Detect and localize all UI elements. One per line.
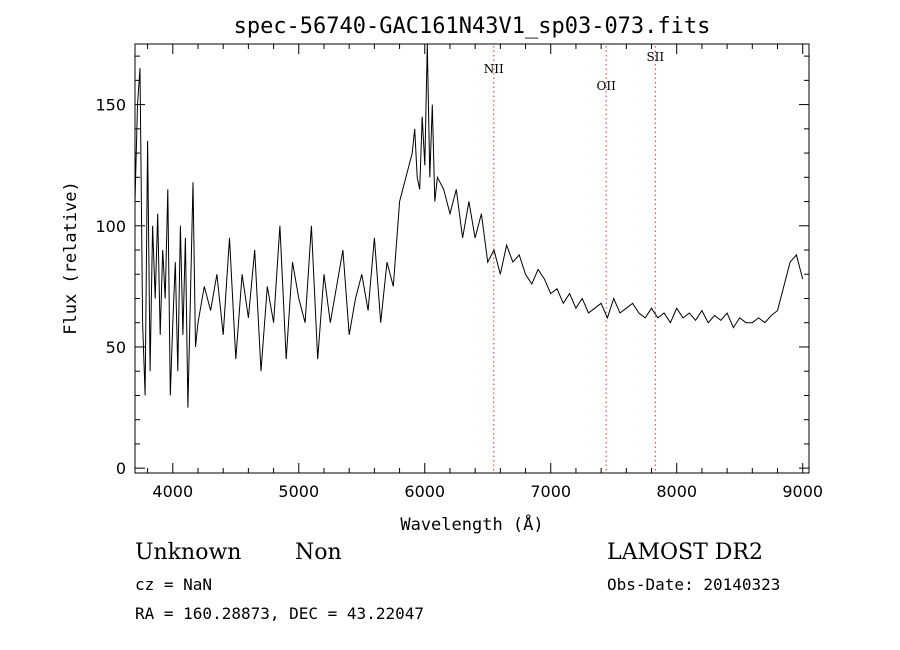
annotation-sii: SII <box>646 50 664 64</box>
y-tick-label: 150 <box>95 96 126 115</box>
annotation-oii: OII <box>597 79 617 93</box>
x-tick-label: 9000 <box>782 482 823 501</box>
line-markers <box>493 46 656 473</box>
object-subclass: Non <box>295 540 342 565</box>
line-annotations: NII OII SII <box>484 50 665 93</box>
obs-date: Obs-Date: 20140323 <box>607 575 781 594</box>
x-tick-label: 4000 <box>152 482 193 501</box>
axis-ticks <box>135 44 809 473</box>
y-tick-label: 100 <box>95 217 126 236</box>
ra-dec: RA = 160.28873, DEC = 43.22047 <box>135 604 424 623</box>
x-tick-label: 5000 <box>278 482 319 501</box>
y-tick-label: 0 <box>116 459 126 478</box>
y-tick-label: 50 <box>106 338 126 357</box>
x-tick-label: 7000 <box>530 482 571 501</box>
survey-name: LAMOST DR2 <box>607 540 763 565</box>
object-class: Unknown <box>135 540 242 565</box>
chart-title: spec-56740-GAC161N43V1_sp03-073.fits <box>234 14 711 39</box>
x-tick-label: 6000 <box>404 482 445 501</box>
x-tick-label: 8000 <box>656 482 697 501</box>
x-axis-label: Wavelength (Å) <box>400 513 543 535</box>
axis-tick-labels: 4000 5000 6000 7000 8000 9000 0 50 100 150 <box>95 96 823 501</box>
y-axis-label: Flux (relative) <box>61 181 81 335</box>
annotation-nii: NII <box>484 62 504 76</box>
plot-frame <box>134 43 810 474</box>
spectrum-line <box>134 43 804 408</box>
redshift-cz: cz = NaN <box>135 575 213 594</box>
